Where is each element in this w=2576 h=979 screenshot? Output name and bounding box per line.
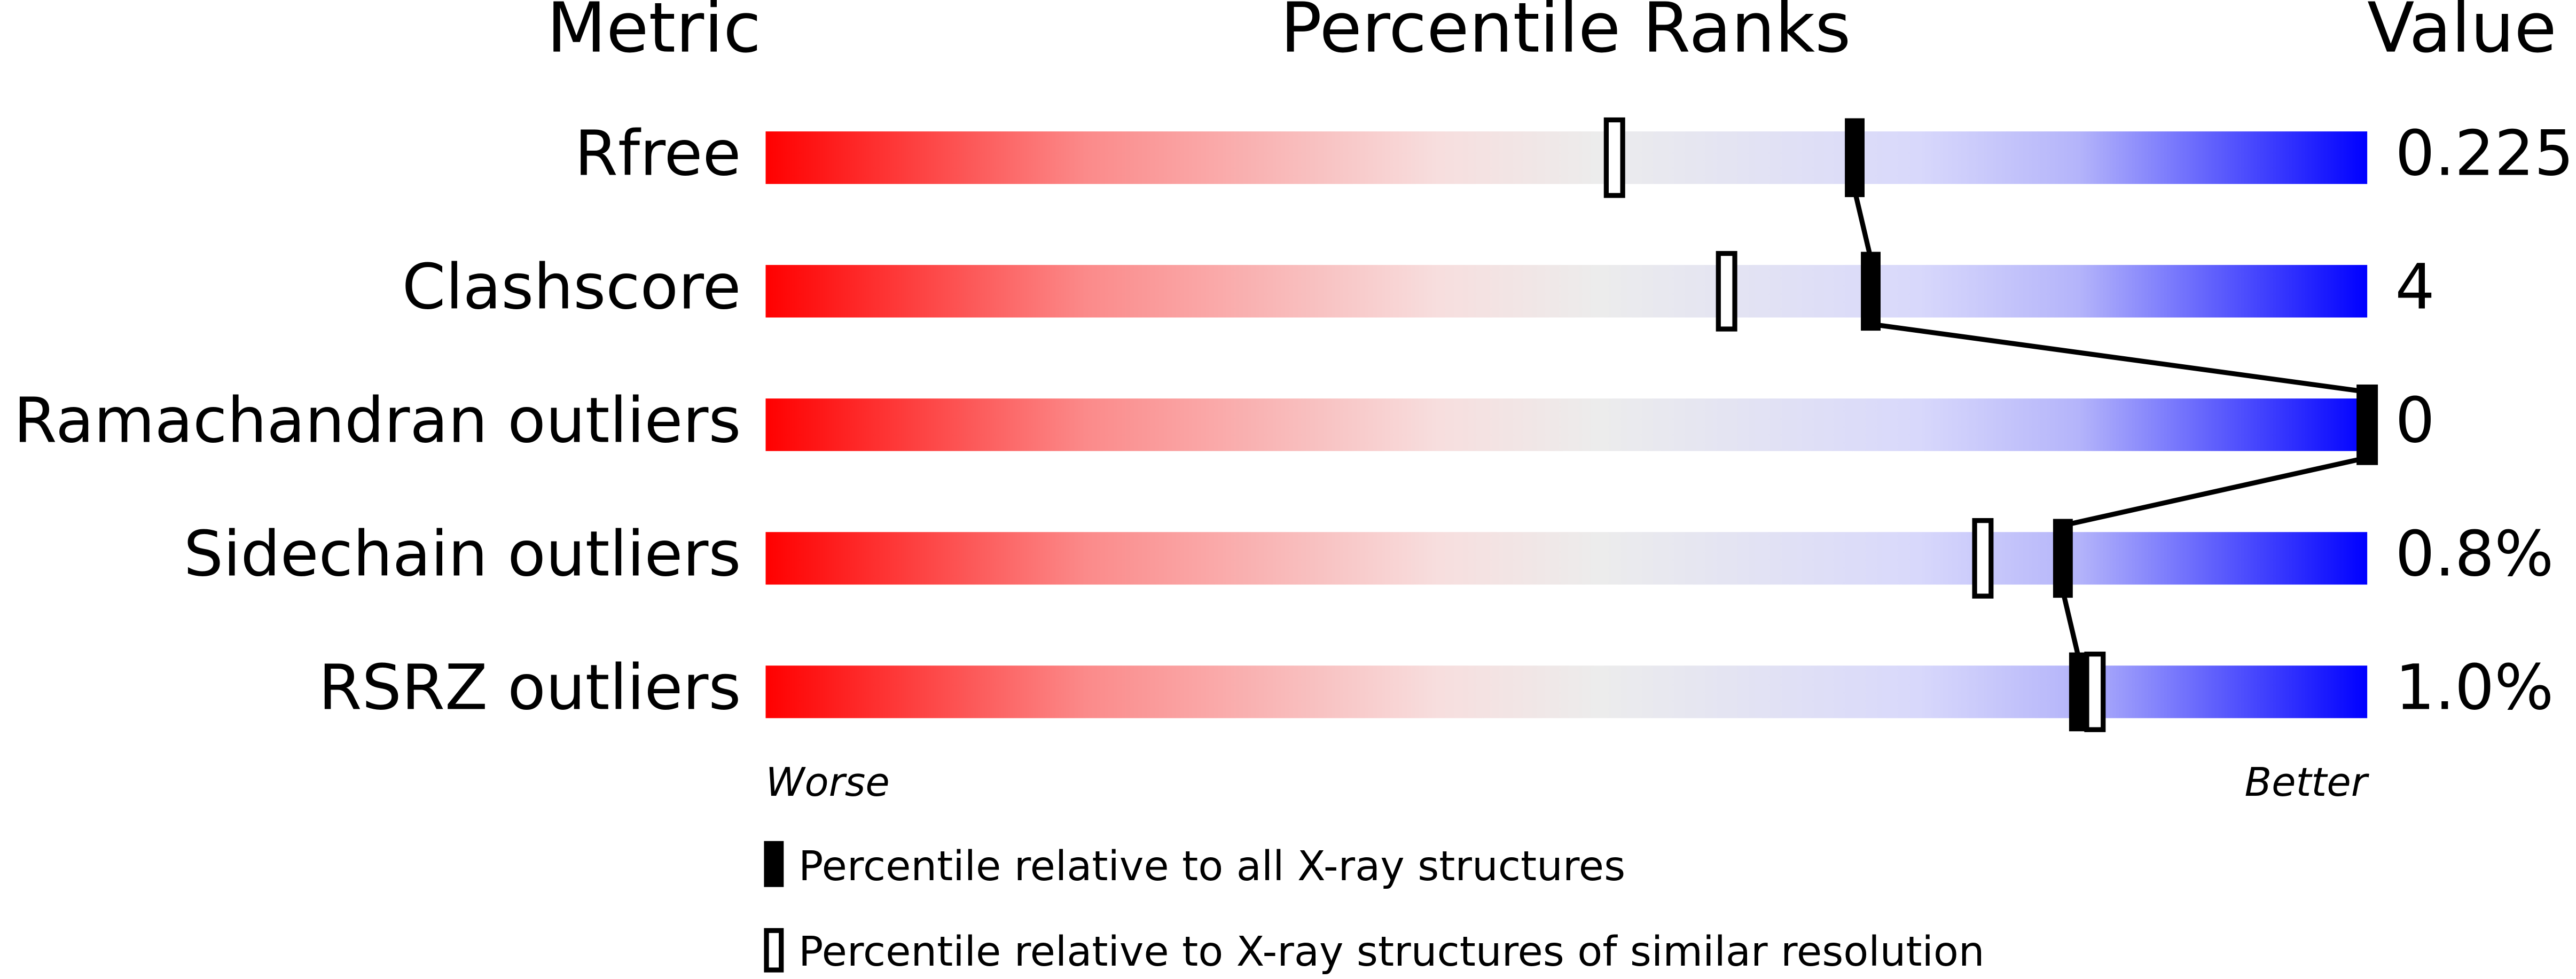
header-value: Value <box>2367 0 2557 68</box>
value-label: 0.225 <box>2395 117 2574 190</box>
metric-label: Clashscore <box>402 251 741 324</box>
legend-all: Percentile relative to all X-ray structu… <box>798 843 1625 890</box>
legend-similar-symbol <box>764 928 784 973</box>
worse-label: Worse <box>765 759 889 805</box>
connector <box>2060 590 2081 660</box>
header-percentile: Percentile Ranks <box>1280 0 1851 68</box>
better-label: Better <box>2244 759 2369 805</box>
metric-label: Sidechain outliers <box>184 518 741 591</box>
percentile-bar <box>765 131 2368 184</box>
metric-label: Ramachandran outliers <box>13 385 741 457</box>
metric-label: RSRZ outliers <box>318 652 741 724</box>
metric-label: Rfree <box>575 117 741 190</box>
all-marker <box>2053 519 2073 598</box>
value-label: 1.0% <box>2395 652 2554 724</box>
connector <box>1870 322 2368 395</box>
all-marker <box>2357 385 2377 465</box>
similar-marker <box>1603 117 1625 198</box>
percentile-bar <box>765 532 2368 585</box>
connector <box>2062 455 2368 528</box>
percentile-bar <box>765 398 2368 451</box>
percentile-bar <box>765 665 2368 718</box>
percentile-bar <box>765 265 2368 318</box>
connector <box>1852 190 1874 259</box>
similar-marker <box>2084 652 2106 732</box>
header-metric: Metric <box>547 0 762 68</box>
all-marker <box>1845 118 1865 198</box>
similar-marker <box>1972 518 1994 599</box>
value-label: 4 <box>2395 251 2434 324</box>
legend-all-symbol <box>764 841 784 887</box>
all-marker <box>2069 652 2089 732</box>
all-marker <box>1861 252 1881 331</box>
value-label: 0 <box>2395 385 2434 457</box>
value-label: 0.8% <box>2395 518 2554 591</box>
similar-marker <box>1716 250 1737 332</box>
legend-similar: Percentile relative to X-ray structures … <box>798 928 1985 976</box>
